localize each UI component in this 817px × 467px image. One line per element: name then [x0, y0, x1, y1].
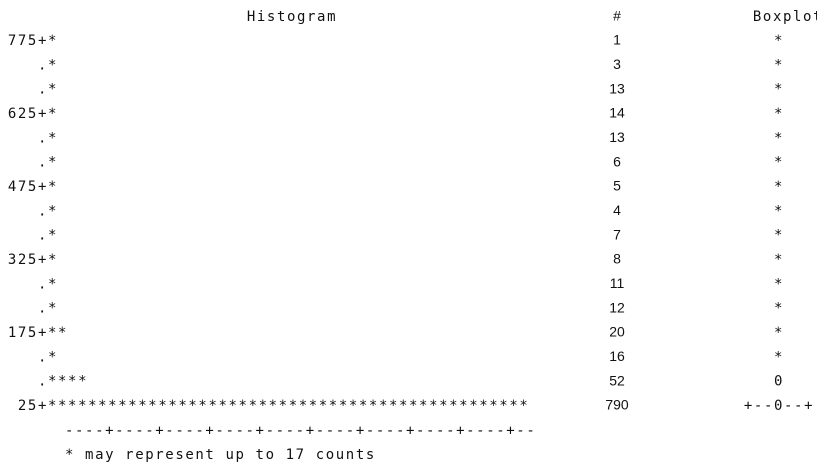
axis-label: .: [38, 276, 48, 292]
count: 14: [609, 105, 625, 121]
boxplot: *: [774, 252, 784, 268]
bar: *: [48, 301, 58, 317]
axis-label: .: [38, 228, 48, 244]
count: 1: [613, 32, 621, 48]
boxplot: +--0--+: [744, 398, 814, 414]
bar: *: [48, 276, 58, 292]
count: 13: [609, 80, 625, 96]
axis-label: 625+: [8, 106, 48, 122]
bar: *: [48, 203, 58, 219]
boxplot: *: [774, 276, 784, 292]
count: 6: [613, 153, 621, 169]
axis-label: .: [38, 130, 48, 146]
bar: *: [48, 57, 58, 73]
boxplot: *: [774, 57, 784, 73]
boxplot: *: [774, 325, 784, 341]
count: 52: [609, 372, 625, 388]
count: 16: [609, 348, 625, 364]
boxplot: 0: [774, 374, 784, 390]
count: 7: [613, 226, 621, 242]
bar: *: [48, 33, 58, 49]
axis-label: 325+: [8, 252, 48, 268]
count: 4: [613, 202, 621, 218]
axis-label: .: [38, 155, 48, 171]
boxplot-header: Boxplot: [753, 9, 817, 25]
count: 5: [613, 178, 621, 194]
bar: ****************************************…: [48, 398, 529, 414]
boxplot: *: [774, 130, 784, 146]
boxplot: *: [774, 179, 784, 195]
bar: *: [48, 349, 58, 365]
axis-label: .: [38, 374, 48, 390]
axis-label: .: [38, 203, 48, 219]
axis-label: .: [38, 301, 48, 317]
boxplot: *: [774, 301, 784, 317]
boxplot: *: [774, 82, 784, 98]
axis-label: 775+: [8, 33, 48, 49]
boxplot: *: [774, 33, 784, 49]
histogram-title: Histogram: [247, 9, 337, 25]
count: 790: [605, 397, 629, 413]
boxplot: *: [774, 203, 784, 219]
axis-label: .: [38, 349, 48, 365]
bar: *: [48, 179, 58, 195]
bar: *: [48, 130, 58, 146]
axis-label: .: [38, 82, 48, 98]
axis-label: 175+: [8, 325, 48, 341]
boxplot: *: [774, 228, 784, 244]
bar: *: [48, 228, 58, 244]
boxplot: *: [774, 349, 784, 365]
axis-label: 25+: [18, 398, 48, 414]
boxplot: *: [774, 106, 784, 122]
boxplot: *: [774, 155, 784, 171]
bar: ****: [48, 374, 88, 390]
count: 12: [609, 299, 625, 315]
bar: *: [48, 106, 58, 122]
count: 3: [613, 56, 621, 72]
axis-label: .: [38, 57, 48, 73]
scale-line: ----+----+----+----+----+----+----+----+…: [65, 423, 536, 439]
axis-label: 475+: [8, 179, 48, 195]
count: 13: [609, 129, 625, 145]
bar: *: [48, 82, 58, 98]
count: 20: [609, 324, 625, 340]
bar: *: [48, 155, 58, 171]
count: 8: [613, 251, 621, 267]
bar: **: [48, 325, 68, 341]
bar: *: [48, 252, 58, 268]
footnote: * may represent up to 17 counts: [65, 447, 376, 463]
count-header: #: [613, 8, 621, 24]
count: 11: [610, 275, 625, 291]
